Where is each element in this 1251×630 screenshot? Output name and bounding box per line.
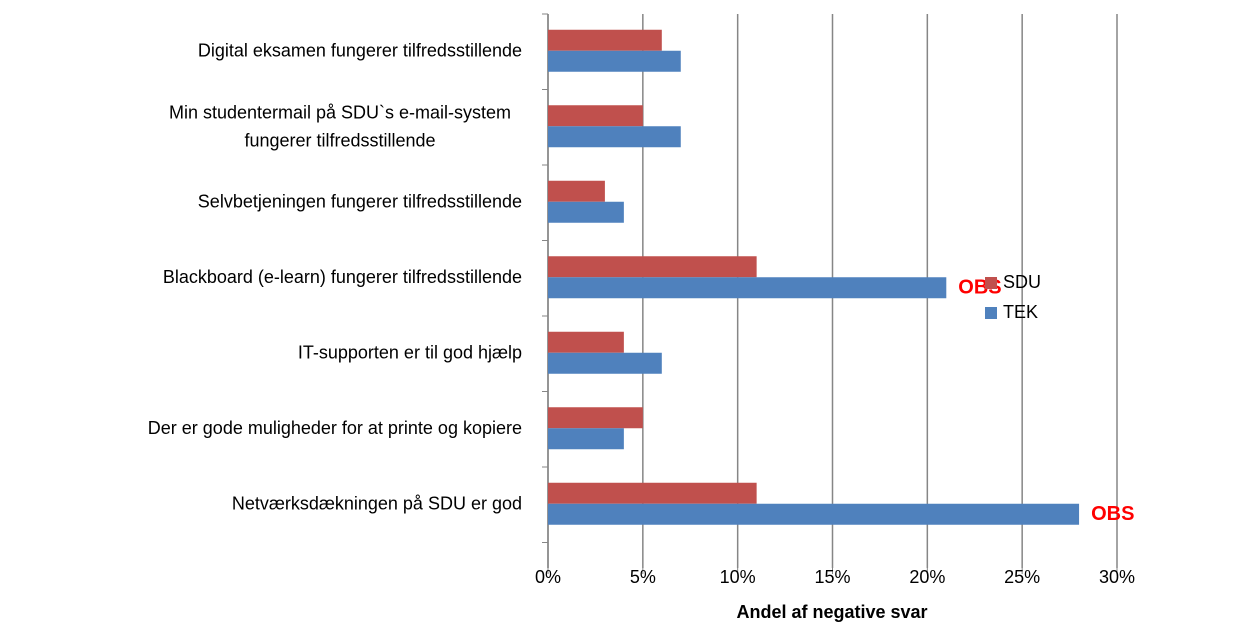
bar — [548, 331, 624, 353]
x-tick-label: 15% — [814, 567, 850, 587]
bar — [548, 407, 643, 429]
legend-swatch — [985, 277, 997, 289]
y-tick-label: Blackboard (e-learn) fungerer tilfredsst… — [163, 267, 522, 287]
bar — [548, 503, 1080, 525]
y-tick-label: Digital eksamen fungerer tilfredsstillen… — [198, 41, 522, 61]
legend-label: TEK — [1003, 302, 1038, 322]
bar — [548, 482, 757, 504]
bar — [548, 428, 624, 450]
bar — [548, 50, 681, 72]
bar — [548, 29, 662, 51]
bar — [548, 180, 605, 202]
bar — [548, 105, 643, 127]
x-tick-label: 10% — [720, 567, 756, 587]
x-tick-label: 5% — [630, 567, 656, 587]
x-tick-label: 25% — [1004, 567, 1040, 587]
x-axis-title: Andel af negative svar — [736, 602, 927, 622]
bar — [548, 277, 947, 299]
legend-label: SDU — [1003, 272, 1041, 292]
bar — [548, 352, 662, 374]
annotation: OBS — [1091, 503, 1134, 525]
y-tick-label: IT-supporten er til god hjælp — [298, 343, 522, 363]
y-tick-label: Netværksdækningen på SDU er god — [232, 494, 522, 514]
x-tick-label: 0% — [535, 567, 561, 587]
bar — [548, 256, 757, 278]
y-tick-label: Selvbetjeningen fungerer tilfredsstillen… — [198, 192, 522, 212]
x-tick-label: 30% — [1099, 567, 1135, 587]
y-tick-label: Min studentermail på SDU`s e-mail-system… — [169, 102, 511, 150]
x-tick-label: 20% — [909, 567, 945, 587]
legend-swatch — [985, 307, 997, 319]
y-tick-label: Der er gode muligheder for at printe og … — [148, 418, 522, 438]
bar — [548, 201, 624, 223]
bar — [548, 126, 681, 148]
